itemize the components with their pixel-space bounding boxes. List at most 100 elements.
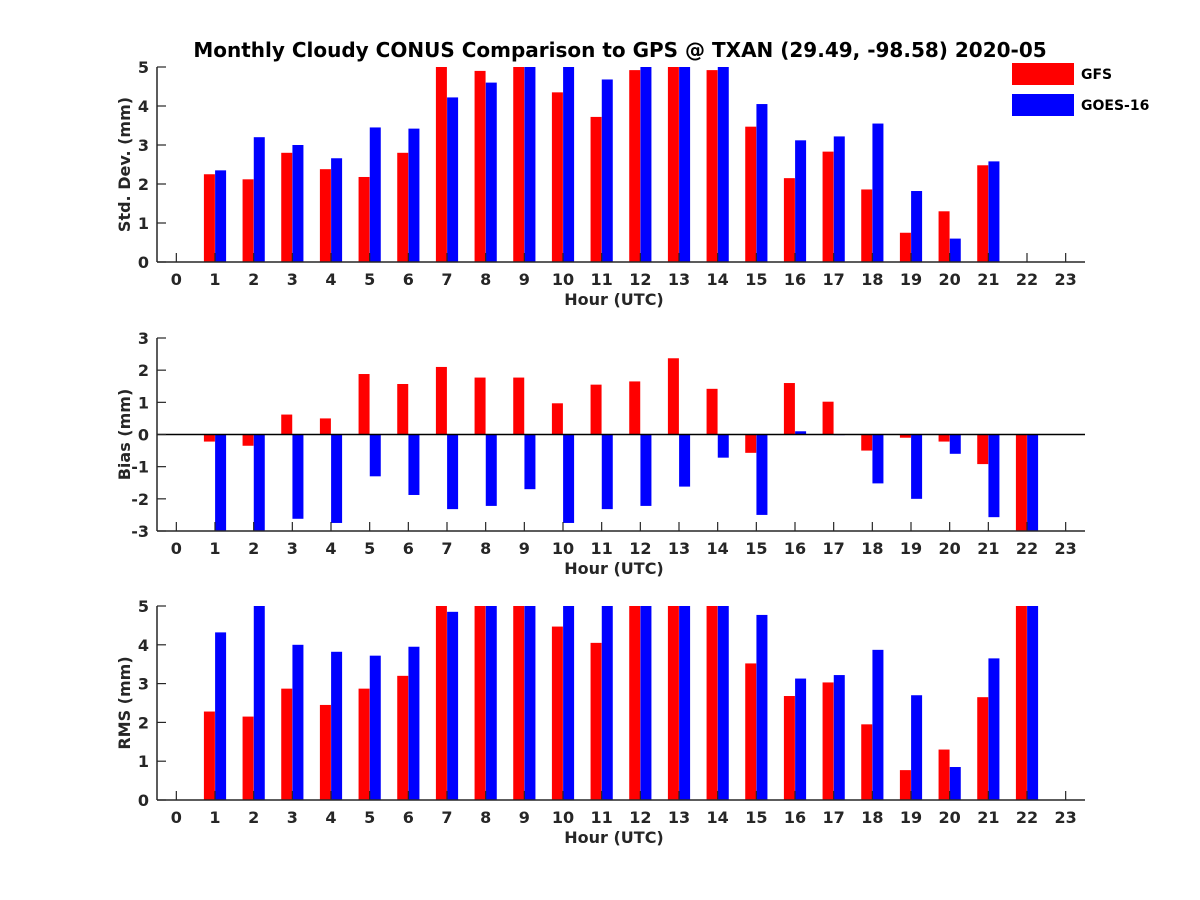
- y-axis-label: RMS (mm): [115, 656, 134, 749]
- bar-goes-16-h1: [215, 170, 227, 262]
- bar-gfs-h16: [783, 383, 795, 435]
- x-tick-label: 8: [480, 808, 491, 827]
- bar-goes-16-h15: [756, 104, 768, 262]
- bar-goes-16-h5: [369, 655, 381, 800]
- x-tick-label: 9: [519, 270, 530, 289]
- bar-goes-16-h3: [292, 644, 304, 800]
- bar-gfs-h2: [242, 716, 254, 800]
- x-tick-label: 13: [668, 808, 690, 827]
- bar-gfs-h2: [242, 434, 254, 446]
- x-tick-label: 3: [287, 539, 298, 558]
- x-tick-label: 20: [939, 539, 961, 558]
- bar-goes-16-h11: [601, 434, 613, 510]
- y-tick-label: 0: [138, 791, 149, 810]
- x-tick-label: 18: [861, 270, 883, 289]
- x-tick-label: 7: [441, 270, 452, 289]
- bar-goes-16-h5: [369, 127, 381, 262]
- y-tick-label: 5: [138, 58, 149, 77]
- bar-goes-16-h21: [988, 434, 1000, 518]
- panel-3: 0 1 2 3 4 5 6 7 8 9 10 11 12 13 14 15 16 17 18 19 20 21 22 2301…: [115, 597, 1085, 847]
- y-tick-label: 1: [138, 752, 149, 771]
- x-tick-label: 5: [364, 539, 375, 558]
- bar-goes-16-h2: [253, 137, 265, 262]
- x-tick-label: 9: [519, 539, 530, 558]
- bar-gfs-h9: [513, 606, 525, 800]
- series-goes-16: [215, 431, 1039, 531]
- bar-goes-16-h21: [988, 161, 1000, 262]
- bar-goes-16-h2: [253, 434, 265, 531]
- bar-goes-16-h19: [911, 191, 923, 262]
- x-tick-label: 1: [209, 808, 220, 827]
- bar-goes-16-h11: [601, 606, 613, 800]
- bar-goes-16-h13: [679, 67, 691, 262]
- bar-goes-16-h9: [524, 606, 536, 800]
- y-tick-label: -3: [131, 522, 149, 541]
- x-axis-label: Hour (UTC): [564, 290, 664, 309]
- x-tick-label: 15: [745, 539, 767, 558]
- y-tick-label: -1: [131, 458, 149, 477]
- x-tick-label: 4: [325, 539, 336, 558]
- x-tick-label: 2: [248, 808, 259, 827]
- x-tick-label: 19: [900, 808, 922, 827]
- series-goes-16: [215, 606, 1039, 800]
- bar-goes-16-h7: [447, 434, 459, 510]
- bar-gfs-h20: [938, 211, 950, 262]
- y-tick-label: 1: [138, 393, 149, 412]
- bar-goes-16-h15: [756, 614, 768, 800]
- bar-gfs-h10: [551, 92, 563, 262]
- bar-goes-16-h19: [911, 695, 923, 800]
- series-gfs: [203, 67, 989, 263]
- bar-gfs-h8: [474, 70, 486, 263]
- bar-goes-16-h6: [408, 434, 420, 495]
- legend: GFS GOES-16: [1012, 63, 1149, 116]
- bar-goes-16-h20: [949, 238, 961, 262]
- bar-goes-16-h9: [524, 67, 536, 262]
- y-tick-label: 4: [138, 97, 149, 116]
- bar-gfs-h11: [590, 384, 602, 435]
- y-tick-label: 1: [138, 214, 149, 233]
- x-tick-label: 5: [364, 270, 375, 289]
- x-tick-label: 12: [629, 270, 651, 289]
- bar-gfs-h11: [590, 642, 602, 800]
- y-axis-label: Std. Dev. (mm): [115, 97, 134, 232]
- x-tick-label: 5: [364, 808, 375, 827]
- bar-gfs-h4: [319, 418, 331, 435]
- bar-goes-16-h3: [292, 434, 304, 519]
- x-tick-label: 17: [823, 270, 845, 289]
- bar-goes-16-h2: [253, 606, 265, 800]
- bar-goes-16-h14: [717, 606, 729, 800]
- bar-gfs-h6: [397, 383, 409, 435]
- panel-1: 0 1 2 3 4 5 6 7 8 9 10 11 12 13 14 15 16 17 18 19 20 21 22 2301…: [115, 58, 1085, 309]
- bar-gfs-h4: [319, 704, 331, 800]
- bar-gfs-h17: [822, 151, 834, 262]
- x-tick-label: 21: [977, 539, 999, 558]
- x-tick-label: 7: [441, 808, 452, 827]
- x-tick-label: 15: [745, 270, 767, 289]
- bar-goes-16-h14: [717, 67, 729, 262]
- bar-goes-16-h4: [331, 158, 343, 262]
- x-tick-label: 7: [441, 539, 452, 558]
- bar-gfs-h8: [474, 377, 486, 435]
- x-tick-label: 13: [668, 270, 690, 289]
- bar-goes-16-h18: [872, 123, 884, 262]
- bar-gfs-h21: [977, 165, 989, 262]
- bar-gfs-h9: [513, 377, 525, 435]
- bar-goes-16-h18: [872, 434, 884, 484]
- y-tick-label: 2: [138, 713, 149, 732]
- x-tick-label: 10: [552, 270, 574, 289]
- bar-gfs-h2: [242, 179, 254, 262]
- x-tick-label: 23: [1055, 270, 1077, 289]
- x-tick-label: 11: [591, 539, 613, 558]
- bar-gfs-h18: [861, 724, 873, 800]
- x-tick-label: 1: [209, 539, 220, 558]
- series-gfs: [203, 606, 1027, 800]
- bar-gfs-h17: [822, 401, 834, 435]
- bar-goes-16-h14: [717, 434, 729, 458]
- bar-gfs-h7: [435, 606, 447, 800]
- bar-gfs-h19: [899, 232, 911, 262]
- x-tick-label: 17: [823, 808, 845, 827]
- x-tick-label: 18: [861, 808, 883, 827]
- bar-gfs-h7: [435, 67, 447, 262]
- y-tick-label: -2: [131, 490, 149, 509]
